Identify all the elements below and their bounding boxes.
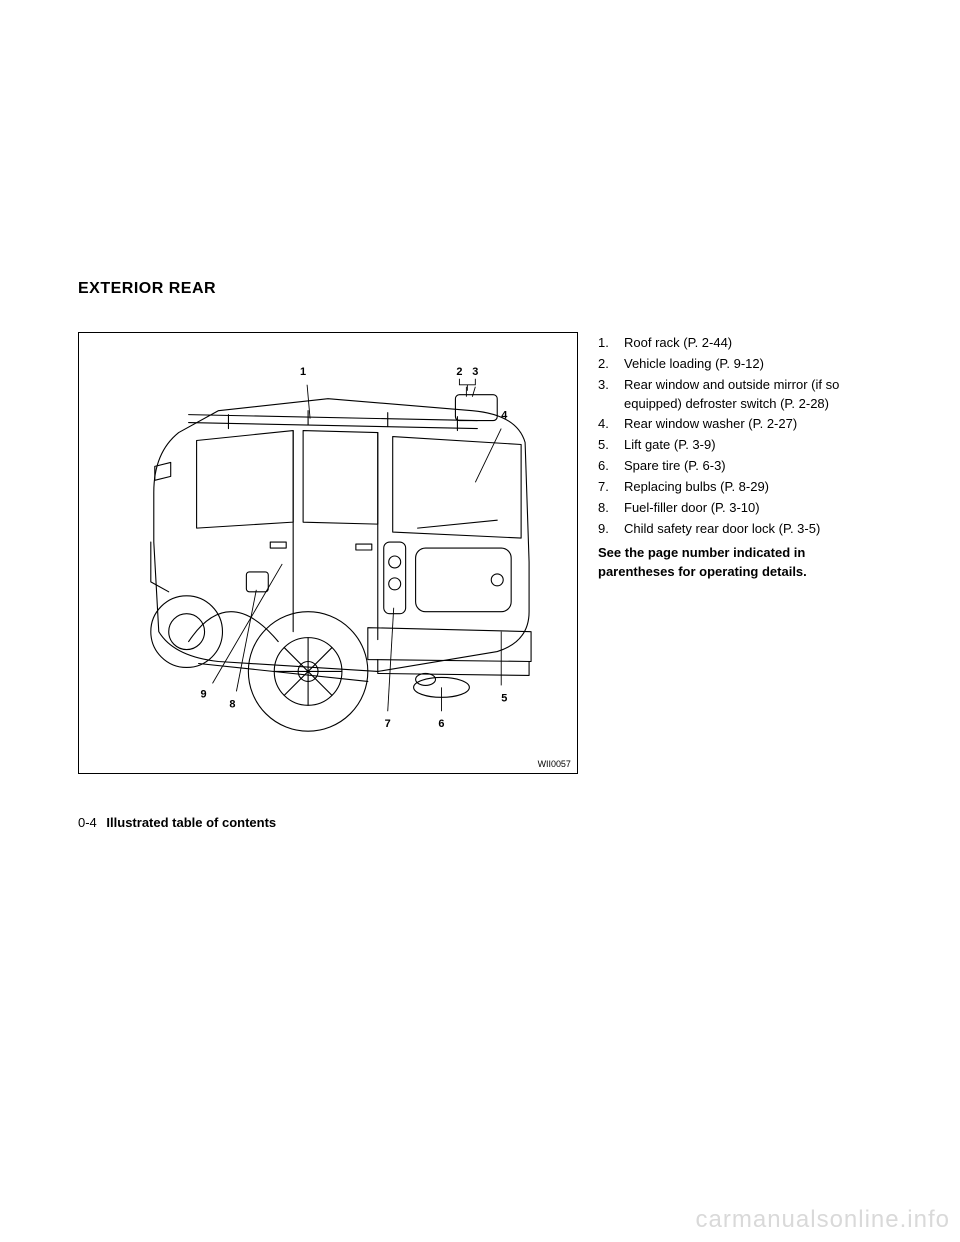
list-item: 6.Spare tire (P. 6-3) xyxy=(598,457,882,476)
note-text: See the page number indicated in parenth… xyxy=(598,544,882,580)
list-num: 6. xyxy=(598,457,624,476)
list-item: 7.Replacing bulbs (P. 8-29) xyxy=(598,478,882,497)
parts-list: 1.Roof rack (P. 2-44) 2.Vehicle loading … xyxy=(598,332,882,774)
list-num: 5. xyxy=(598,436,624,455)
list-num: 7. xyxy=(598,478,624,497)
list-text: Vehicle loading (P. 9-12) xyxy=(624,355,764,374)
callout-9: 9 xyxy=(200,688,206,700)
vehicle-diagram: 1 2 3 4 5 6 7 8 9 WII0057 xyxy=(78,332,578,774)
list-item: 5.Lift gate (P. 3-9) xyxy=(598,436,882,455)
list-num: 9. xyxy=(598,520,624,539)
list-item: 2.Vehicle loading (P. 9-12) xyxy=(598,355,882,374)
callout-1: 1 xyxy=(300,366,306,378)
callout-3: 3 xyxy=(472,366,478,378)
section-title: EXTERIOR REAR xyxy=(78,280,882,298)
list-item: 4.Rear window washer (P. 2-27) xyxy=(598,415,882,434)
callout-8: 8 xyxy=(229,698,235,710)
callout-7: 7 xyxy=(385,718,391,730)
list-num: 2. xyxy=(598,355,624,374)
callout-6: 6 xyxy=(438,718,444,730)
list-text: Spare tire (P. 6-3) xyxy=(624,457,726,476)
list-text: Roof rack (P. 2-44) xyxy=(624,334,732,353)
footer-section: Illustrated table of contents xyxy=(106,815,276,830)
list-num: 4. xyxy=(598,415,624,434)
list-text: Rear window washer (P. 2-27) xyxy=(624,415,797,434)
list-item: 1.Roof rack (P. 2-44) xyxy=(598,334,882,353)
list-text: Replacing bulbs (P. 8-29) xyxy=(624,478,769,497)
list-num: 8. xyxy=(598,499,624,518)
list-num: 1. xyxy=(598,334,624,353)
page-number: 0-4 xyxy=(78,815,97,830)
list-text: Child safety rear door lock (P. 3-5) xyxy=(624,520,820,539)
callout-2: 2 xyxy=(456,366,462,378)
list-text: Rear window and outside mirror (if so eq… xyxy=(624,376,882,414)
callout-5: 5 xyxy=(501,692,507,704)
page-footer: 0-4 Illustrated table of contents xyxy=(78,815,276,830)
list-item: 9.Child safety rear door lock (P. 3-5) xyxy=(598,520,882,539)
list-item: 8.Fuel-filler door (P. 3-10) xyxy=(598,499,882,518)
watermark: carmanualsonline.info xyxy=(696,1206,950,1234)
callout-4: 4 xyxy=(501,410,508,422)
list-text: Fuel-filler door (P. 3-10) xyxy=(624,499,760,518)
list-text: Lift gate (P. 3-9) xyxy=(624,436,716,455)
list-item: 3.Rear window and outside mirror (if so … xyxy=(598,376,882,414)
figure-id: WII0057 xyxy=(538,759,571,769)
list-num: 3. xyxy=(598,376,624,414)
